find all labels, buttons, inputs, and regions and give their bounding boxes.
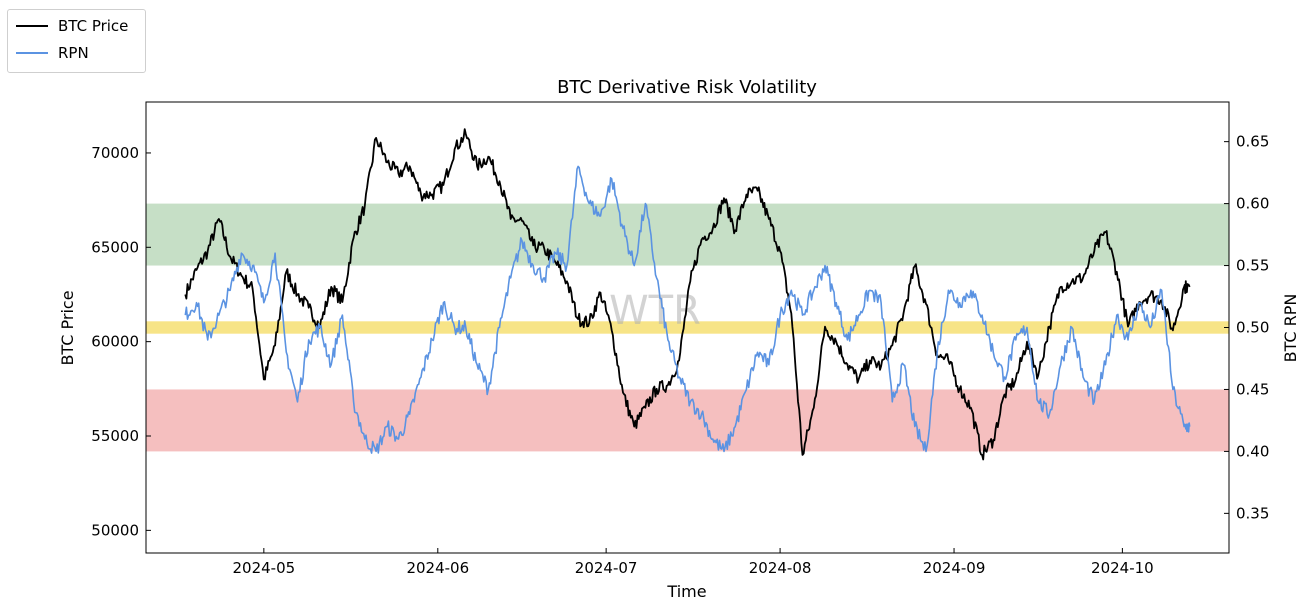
band-0	[146, 203, 1229, 266]
legend-label-btc-price: BTC Price	[58, 17, 129, 35]
x-tick-label-2: 2024-07	[575, 559, 638, 577]
axes-layer: 2024-05 2024-06 2024-07 2024-08 2024-09 2024-…	[91, 133, 1269, 577]
y-axis-label: BTC Price	[58, 290, 77, 365]
legend-label-rpn: RPN	[58, 44, 89, 62]
y2-tick-label-0: 0.35	[1236, 504, 1269, 522]
band-1	[146, 321, 1229, 334]
y-tick-label-2: 60000	[91, 333, 139, 351]
y2-tick-label-6: 0.65	[1236, 133, 1269, 151]
y-tick-label-0: 50000	[91, 521, 139, 539]
y-tick-label-1: 55000	[91, 427, 139, 445]
y2-axis-label: BTC RPN	[1281, 294, 1300, 363]
x-tick-label-0: 2024-05	[232, 559, 295, 577]
legend-item-rpn: RPN	[16, 42, 89, 64]
x-tick-label-4: 2024-09	[923, 559, 986, 577]
legend: BTC Price RPN	[7, 9, 146, 73]
y2-tick-label-2: 0.45	[1236, 380, 1269, 398]
y2-tick-label-3: 0.50	[1236, 319, 1269, 337]
y2-tick-label-5: 0.60	[1236, 195, 1269, 213]
chart-title: BTC Derivative Risk Volatility	[557, 77, 817, 98]
y2-tick-label-1: 0.40	[1236, 442, 1269, 460]
legend-swatch-btc-price	[16, 25, 48, 27]
y-tick-label-4: 70000	[91, 144, 139, 162]
series-line-btc-price	[184, 128, 1191, 461]
y-tick-label-3: 65000	[91, 238, 139, 256]
y2-tick-label-4: 0.55	[1236, 257, 1269, 275]
series-layer	[184, 128, 1191, 461]
legend-swatch-rpn	[16, 52, 48, 54]
x-tick-label-3: 2024-08	[749, 559, 812, 577]
series-line-rpn	[184, 165, 1191, 454]
x-tick-label-1: 2024-06	[406, 559, 469, 577]
band-2	[146, 389, 1229, 452]
band-layer	[146, 203, 1229, 452]
x-axis-label: Time	[666, 582, 706, 601]
x-tick-label-5: 2024-10	[1091, 559, 1154, 577]
legend-item-btc-price: BTC Price	[16, 15, 128, 37]
